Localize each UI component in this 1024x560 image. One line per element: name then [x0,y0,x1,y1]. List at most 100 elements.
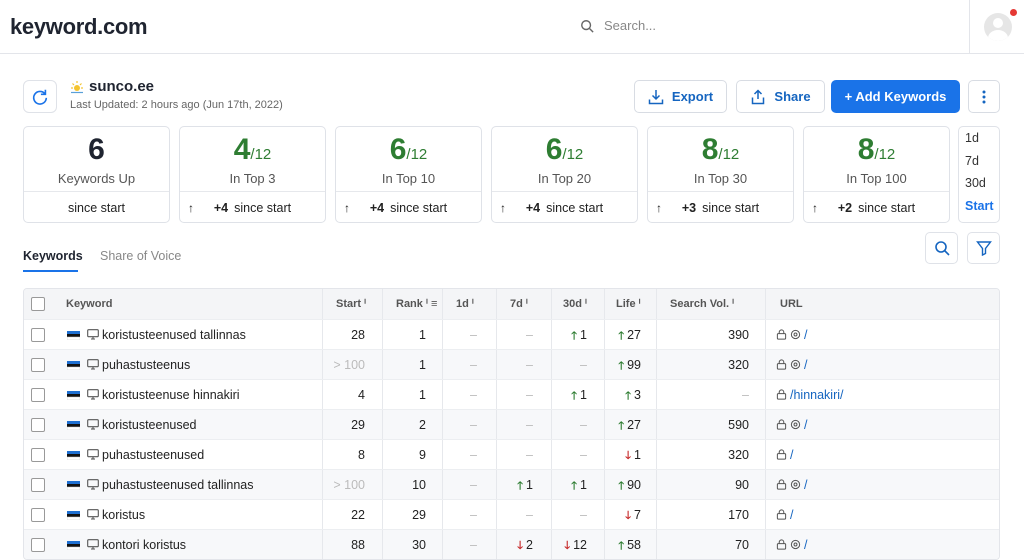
url-link[interactable]: / [804,538,808,552]
stat-value: 6 [88,133,105,166]
trend-down-icon: 🡓 [564,540,574,552]
avatar[interactable] [984,13,1012,41]
trend-up-icon: 🡑 [625,390,635,402]
url-link[interactable]: /hinnakiri/ [790,388,844,402]
tab-share-of-voice[interactable]: Share of Voice [100,249,182,263]
header-30d[interactable]: 30d ⁱ [563,298,587,310]
row-checkbox[interactable] [31,388,45,402]
table-row[interactable]: koristusteenused tallinnas 28 1 – – 🡑 1 🡑 27 39… [24,319,999,350]
url-cell[interactable]: /hinnakiri/ [776,380,844,410]
row-checkbox[interactable] [31,328,45,342]
url-link[interactable]: / [790,508,794,522]
header-start[interactable]: Start ⁱ [336,298,367,310]
add-keywords-button[interactable]: + Add Keywords [831,80,960,113]
period-30d[interactable]: 30d [965,176,986,190]
stat-card[interactable]: 4/12 In Top 3 ↑ +4 since start [179,126,326,223]
stat-change-label: since start [858,200,916,215]
header-keyword[interactable]: Keyword [66,298,113,310]
more-options-button[interactable] [968,80,1000,113]
header-url[interactable]: URL [780,298,803,310]
row-checkbox[interactable] [31,478,45,492]
search-placeholder[interactable]: Search... [604,18,657,33]
d7-cell: 🡓 2 [517,538,533,552]
stat-change-value: +4 [213,200,229,215]
keyword-text[interactable]: koristus [102,508,146,522]
life-cell: 🡑 3 [625,388,641,402]
keyword-text[interactable]: puhastusteenus [102,358,191,372]
url-cell[interactable]: / [776,530,808,559]
table-row[interactable]: koristus 22 29 – – – 🡓 7 170 / [24,499,999,530]
url-cell[interactable]: / [776,500,793,530]
header-7d[interactable]: 7d ⁱ [510,298,528,310]
gear-icon[interactable] [790,359,801,370]
rank-cell: 29 [412,508,426,522]
keyword-text[interactable]: koristusteenuse hinnakiri [102,388,240,402]
period-start[interactable]: Start [965,198,994,213]
row-checkbox[interactable] [31,448,45,462]
header-rank[interactable]: Rank ⁱ ≡ [396,298,438,310]
header-search-volume[interactable]: Search Vol. ⁱ [670,298,735,310]
filter-button[interactable] [967,232,1000,264]
search-icon [581,19,594,33]
table-search-button[interactable] [925,232,958,264]
gear-icon[interactable] [790,329,801,340]
url-cell[interactable]: / [776,440,793,470]
stat-label: Keywords Up [57,171,136,186]
logo[interactable]: keyword.com [10,14,148,39]
search-box[interactable]: Search... [580,18,656,33]
tab-keywords[interactable]: Keywords [23,249,83,263]
gear-icon[interactable] [790,539,801,550]
url-cell[interactable]: / [776,470,807,500]
stat-card[interactable]: 6/12 In Top 10 ↑ +4 since start [335,126,482,223]
d7-cell: 🡑 1 [517,478,533,492]
row-checkbox[interactable] [31,538,45,552]
table-row[interactable]: puhastusteenus > 100 1 – – – 🡑 99 320 / [24,349,999,380]
keyword-text[interactable]: koristusteenused tallinnas [102,328,246,342]
table-row[interactable]: puhastusteenused 8 9 – – – 🡓 1 320 / [24,439,999,470]
keyword-text[interactable]: koristusteenused [102,418,197,432]
keyword-text[interactable]: kontori koristus [102,538,187,552]
gear-icon[interactable] [790,479,801,490]
stat-card[interactable]: 6/12 In Top 20 ↑ +4 since start [491,126,638,223]
row-checkbox[interactable] [31,418,45,432]
row-checkbox[interactable] [31,508,45,522]
header-1d[interactable]: 1d ⁱ [456,298,474,310]
url-link[interactable]: / [804,328,808,342]
keyword-text[interactable]: puhastusteenused [102,448,205,462]
url-link[interactable]: / [804,418,808,432]
select-all-checkbox[interactable] [31,297,45,311]
d7-cell: – [526,388,533,402]
stat-change: ↑ +4 since start [336,191,481,223]
url-link[interactable]: / [790,448,794,462]
d1-cell: – [470,478,477,492]
row-checkbox[interactable] [31,358,45,372]
table-row[interactable]: koristusteenuse hinnakiri 4 1 – – 🡑 1 🡑 3 – /hin… [24,379,999,410]
table-row[interactable]: puhastusteenused tallinnas > 100 10 – 🡑 1 🡑 1… [24,469,999,500]
lock-icon [776,359,787,370]
header-life[interactable]: Life ⁱ [616,298,641,310]
url-cell[interactable]: / [776,350,807,380]
stat-card[interactable]: 6 Keywords Up since start [23,126,170,223]
table-row[interactable]: koristusteenused 29 2 – – – 🡑 27 590 / [24,409,999,440]
export-button[interactable]: Export [634,80,727,113]
url-link[interactable]: / [804,358,808,372]
search-volume-cell: – [742,388,749,402]
stat-card[interactable]: 8/12 In Top 100 ↑ +2 since start [803,126,950,223]
url-cell[interactable]: / [776,410,807,440]
start-cell: 88 [351,538,365,552]
period-1d[interactable]: 1d [965,131,979,145]
refresh-button[interactable] [23,80,57,113]
stat-change: ↑ +4 since start [492,191,637,223]
period-7d[interactable]: 7d [965,153,979,168]
stat-label: In Top 30 [693,171,748,186]
url-link[interactable]: / [804,478,808,492]
gear-icon[interactable] [790,419,801,430]
table-row[interactable]: kontori koristus 88 30 – 🡓 2 🡓 12 🡑 58 70 / [24,529,999,559]
add-keywords-label: + Add Keywords [844,89,947,104]
keyword-text[interactable]: puhastusteenused tallinnas [102,478,254,492]
avatar-area[interactable] [969,0,1024,54]
url-cell[interactable]: / [776,320,807,350]
download-icon [648,89,664,104]
stat-card[interactable]: 8/12 In Top 30 ↑ +3 since start [647,126,794,223]
share-button[interactable]: Share [736,80,825,113]
